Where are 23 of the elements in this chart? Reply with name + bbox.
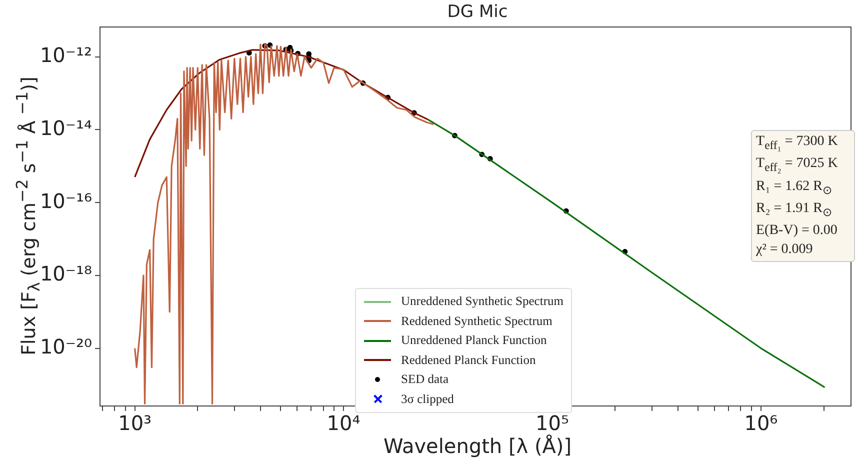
annotation: R₁ = 1.62 R$_{⊙}$ <box>756 178 834 198</box>
x-tick-label: 10⁵ <box>536 411 569 436</box>
legend-label: Reddened Synthetic Spectrum <box>401 314 552 329</box>
chart-title: DG Mic <box>446 2 509 22</box>
x-tick-label: 10⁶ <box>744 411 778 436</box>
legend-label: SED data <box>401 372 449 388</box>
y-tick-label: 10⁻²⁰ <box>40 334 92 358</box>
legend-label: Unreddened Planck Function <box>401 333 547 348</box>
annotation: T$_{eff₁}$ = 7300 K <box>756 133 839 154</box>
x-tick-label: 10⁴ <box>326 411 360 436</box>
y-tick-label: 10⁻¹⁴ <box>40 116 92 140</box>
y-tick-label: 10⁻¹⁸ <box>40 262 92 286</box>
y-tick-label: 10⁻¹⁶ <box>40 188 92 213</box>
x-axis-title: Wavelength [λ (Å)] <box>382 434 573 458</box>
y-tick-label: 10⁻¹² <box>40 43 92 68</box>
legend-label: Unreddened Synthetic Spectrum <box>401 294 564 310</box>
annotation: R₂ = 1.91 R$_{⊙}$ <box>756 200 834 221</box>
x-tick-label: 10³ <box>118 411 152 436</box>
annotation: E(B-V) = 0.00 <box>756 222 838 240</box>
legend-label: 3σ clipped <box>401 392 454 407</box>
legend-label: Reddened Planck Function <box>401 352 536 368</box>
annotation: T$_{eff₂}$ = 7025 K <box>756 155 839 176</box>
annotation: χ² = 0.009 <box>756 240 814 259</box>
